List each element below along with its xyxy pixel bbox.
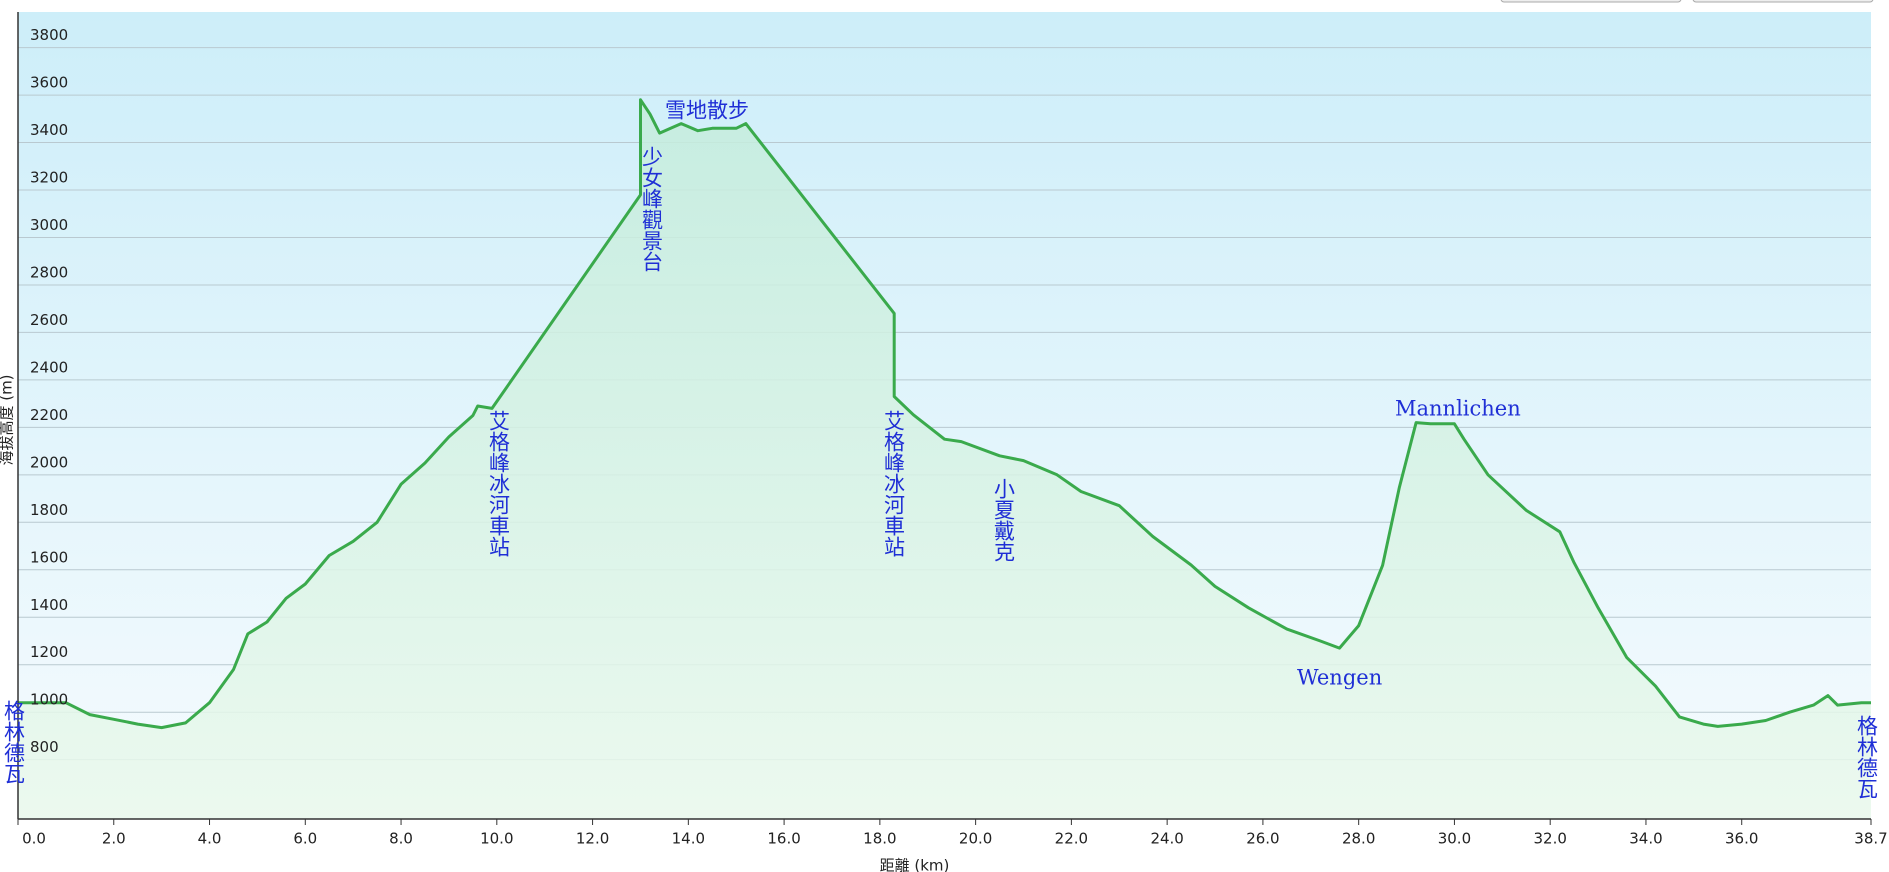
x-tick-label: 28.0 xyxy=(1342,830,1375,848)
y-tick-label: 2400 xyxy=(30,358,68,376)
x-tick-label: 36.0 xyxy=(1725,830,1758,848)
x-tick-label: 34.0 xyxy=(1629,830,1662,848)
annotation: Wengen xyxy=(1297,666,1382,690)
x-tick-label: 8.0 xyxy=(389,830,413,848)
y-tick-label: 3600 xyxy=(30,74,68,92)
x-tick-label: 10.0 xyxy=(480,830,513,848)
x-tick-label: 26.0 xyxy=(1246,830,1279,848)
x-tick-label: 6.0 xyxy=(293,830,317,848)
y-tick-label: 1200 xyxy=(30,643,68,661)
y-tick-label: 3400 xyxy=(30,121,68,139)
toolbar-button[interactable] xyxy=(1500,0,1682,3)
y-tick-label: 3800 xyxy=(30,26,68,44)
toolbar-button[interactable] xyxy=(1692,0,1874,3)
annotation: 少女峰觀景台 xyxy=(640,146,664,272)
x-tick-label: 16.0 xyxy=(767,830,800,848)
x-tick-label: 22.0 xyxy=(1055,830,1088,848)
x-tick-label: 38.7 xyxy=(1854,830,1887,848)
y-tick-label: 1800 xyxy=(30,501,68,519)
annotation: Mannlichen xyxy=(1395,397,1521,421)
x-tick-label: 12.0 xyxy=(576,830,609,848)
y-tick-label: 800 xyxy=(30,738,59,756)
x-tick-label: 2.0 xyxy=(102,830,126,848)
y-tick-label: 1400 xyxy=(30,596,68,614)
annotation: 艾格峰冰河車站 xyxy=(882,410,906,557)
y-tick-label: 1600 xyxy=(30,548,68,566)
annotation: 雪地散步 xyxy=(665,99,749,123)
elevation-line xyxy=(18,98,1871,730)
x-tick-label: 0.0 xyxy=(22,830,46,848)
y-tick-label: 3200 xyxy=(30,169,68,187)
y-tick-label: 3000 xyxy=(30,216,68,234)
x-tick-label: 32.0 xyxy=(1533,830,1566,848)
y-axis-title: 海拔高度 (m) xyxy=(0,374,16,465)
y-tick-label: 2600 xyxy=(30,311,68,329)
area-fill xyxy=(18,99,1871,820)
x-tick-label: 30.0 xyxy=(1438,830,1471,848)
annotation: 格林德瓦 xyxy=(2,700,26,784)
x-tick-label: 20.0 xyxy=(959,830,992,848)
annotation: 艾格峰冰河車站 xyxy=(487,410,511,557)
x-tick-label: 24.0 xyxy=(1150,830,1183,848)
annotation: 格林德瓦 xyxy=(1855,715,1879,799)
x-tick-label: 4.0 xyxy=(198,830,222,848)
y-tick-label: 1000 xyxy=(30,691,68,709)
x-axis-title: 距離 (km) xyxy=(880,857,950,872)
x-tick-label: 14.0 xyxy=(672,830,705,848)
annotation: 小夏戴克 xyxy=(992,478,1016,562)
y-tick-label: 2800 xyxy=(30,263,68,281)
y-tick-label: 2000 xyxy=(30,453,68,471)
y-tick-label: 2200 xyxy=(30,406,68,424)
x-tick-label: 18.0 xyxy=(863,830,896,848)
